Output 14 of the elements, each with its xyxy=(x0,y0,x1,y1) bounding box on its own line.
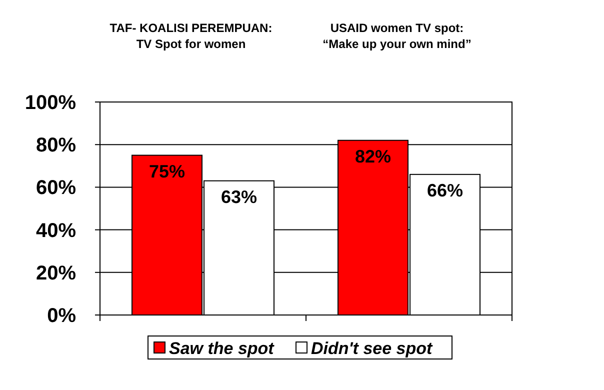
y-tick-label: 40% xyxy=(36,220,76,242)
x-tick-label: TAF- KOALISI PEREMPUAN: TV Spot for women xyxy=(110,21,272,51)
y-tick-label: 20% xyxy=(36,262,76,284)
x-tick-label: USAID women TV spot: “Make up your own mind” xyxy=(322,21,472,51)
y-tick-label: 0% xyxy=(47,305,76,327)
y-tick-label: 80% xyxy=(36,134,76,157)
y-tick-label: 60% xyxy=(36,177,76,200)
y-tick-label: 100% xyxy=(24,92,76,114)
text: 66% xyxy=(426,180,464,200)
legend-label: Saw the spot xyxy=(169,339,276,358)
legend-label: Didn't see spot xyxy=(311,339,434,358)
text: 82% xyxy=(354,146,392,166)
text: 75% xyxy=(148,161,186,182)
text: 63% xyxy=(220,186,258,207)
